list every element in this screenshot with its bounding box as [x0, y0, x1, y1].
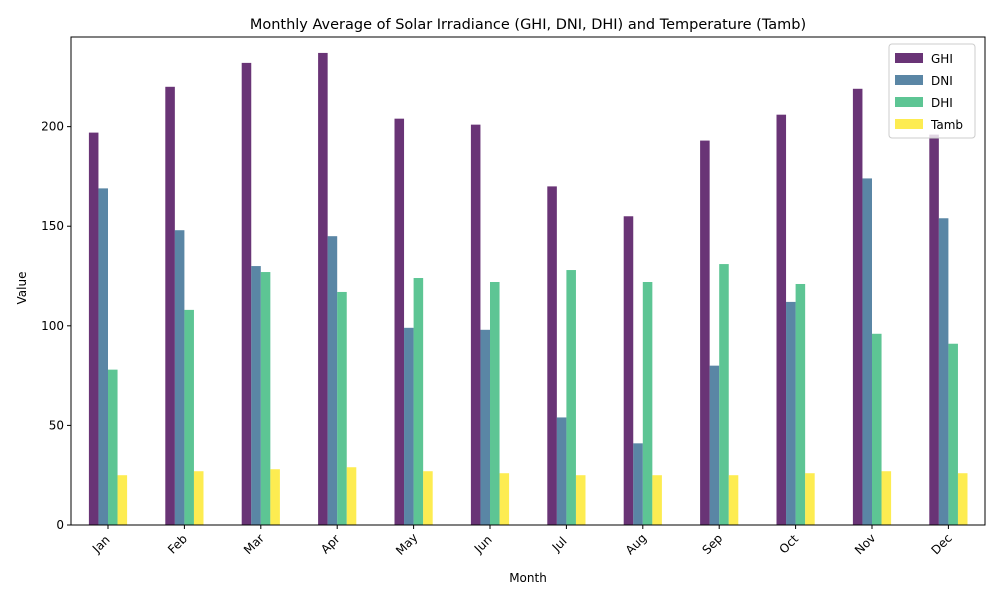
bar-dni-sep	[709, 365, 720, 525]
x-tick-label: Mar	[241, 531, 267, 557]
x-tick-label: Sep	[699, 531, 725, 557]
x-tick-label: Nov	[852, 531, 878, 557]
bar-tamb-dec	[957, 473, 968, 525]
bar-tamb-mar	[270, 469, 280, 525]
bar-ghi-nov	[852, 88, 863, 525]
bar-ghi-jul	[547, 186, 557, 525]
bar-ghi-apr	[318, 52, 328, 526]
bar-tamb-jun	[499, 473, 510, 525]
bar-dhi-aug	[642, 282, 653, 525]
legend-box	[888, 43, 976, 139]
bar-dni-jun	[480, 329, 490, 525]
bar-dhi-sep	[719, 264, 729, 525]
x-axis-title: Month	[509, 571, 547, 585]
bar-tamb-oct	[805, 473, 815, 525]
x-tick-label: Dec	[928, 531, 954, 557]
bar-dhi-nov	[872, 333, 882, 525]
bar-dhi-may	[413, 278, 424, 525]
bar-tamb-nov	[881, 471, 892, 525]
bar-dni-mar	[251, 266, 261, 525]
bars-layer	[88, 52, 968, 526]
bar-dhi-dec	[948, 343, 958, 525]
bar-ghi-aug	[623, 216, 634, 525]
bar-dhi-jun	[490, 282, 500, 525]
x-tick-label: Jun	[471, 533, 495, 557]
bar-ghi-sep	[700, 140, 710, 525]
bar-ghi-mar	[241, 62, 252, 525]
y-tick-label: 200	[41, 120, 64, 134]
y-tick-label: 50	[49, 418, 64, 432]
bar-dni-apr	[327, 236, 338, 525]
legend-label-ghi: GHI	[931, 52, 953, 66]
chart-title: Monthly Average of Solar Irradiance (GHI…	[250, 17, 806, 33]
bar-dhi-apr	[337, 291, 347, 525]
bar-tamb-jul	[575, 475, 586, 525]
bar-tamb-may	[423, 471, 433, 525]
bar-ghi-jun	[470, 124, 481, 525]
y-tick-label: 150	[41, 219, 64, 233]
bar-tamb-apr	[346, 467, 357, 525]
x-tick-label: Apr	[318, 532, 343, 557]
legend-swatch-ghi	[895, 53, 923, 63]
y-tick-label: 0	[56, 518, 64, 532]
bar-dhi-feb	[184, 309, 194, 525]
legend-label-dhi: DHI	[931, 96, 953, 110]
bar-dhi-mar	[260, 272, 271, 525]
legend-label-dni: DNI	[931, 74, 953, 88]
legend-swatch-dhi	[895, 97, 923, 107]
bar-dhi-jul	[566, 270, 576, 525]
legend: GHI DNI DHI Tamb	[888, 43, 976, 139]
bar-ghi-dec	[929, 134, 939, 525]
bar-dni-nov	[862, 178, 872, 526]
legend-swatch-tamb	[895, 119, 923, 129]
bar-tamb-feb	[193, 471, 204, 525]
y-axis-title: Value	[15, 272, 29, 305]
x-tick-label: Jan	[89, 533, 113, 557]
bar-ghi-jan	[88, 132, 99, 526]
bar-dni-oct	[786, 301, 796, 525]
bar-tamb-aug	[652, 475, 662, 525]
plot-frame	[70, 36, 986, 526]
x-tick-label: Feb	[165, 532, 190, 557]
bar-ghi-may	[394, 118, 405, 526]
x-tick-label: Jul	[549, 534, 570, 555]
y-tick-label: 100	[41, 319, 64, 333]
bar-dhi-jan	[108, 369, 118, 525]
bar-ghi-feb	[165, 86, 175, 526]
bar-dhi-oct	[795, 283, 806, 525]
legend-swatch-dni	[895, 75, 923, 85]
bar-dni-dec	[938, 218, 949, 525]
bar-tamb-jan	[117, 475, 128, 525]
x-tick-label: Aug	[623, 531, 649, 557]
legend-label-tamb: Tamb	[930, 118, 963, 132]
bar-ghi-oct	[776, 114, 787, 526]
bar-dni-feb	[174, 230, 185, 525]
bar-dni-jan	[98, 188, 108, 525]
bar-tamb-sep	[728, 475, 739, 525]
x-tick-label: Oct	[776, 532, 801, 557]
bar-dni-may	[404, 327, 414, 525]
x-tick-label: May	[393, 530, 420, 557]
bar-dni-aug	[633, 443, 643, 525]
bar-dni-jul	[556, 417, 567, 525]
